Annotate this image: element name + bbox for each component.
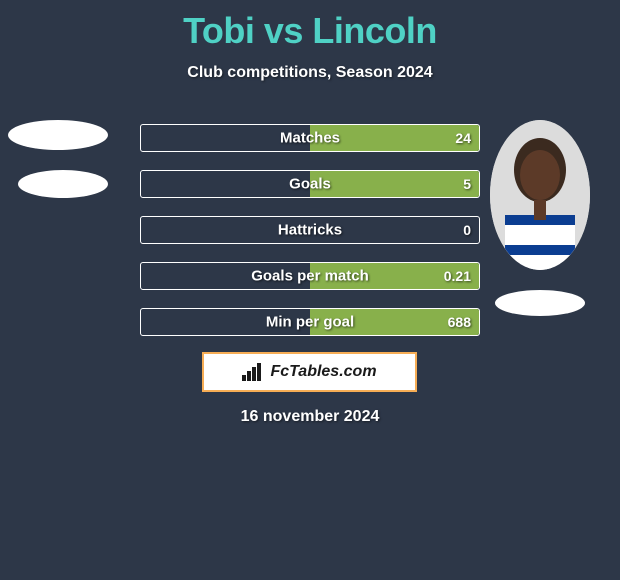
stat-value-right: 688 [448, 314, 471, 330]
brand-label: FcTables.com [270, 363, 376, 381]
stat-row: Hattricks 0 [140, 216, 480, 244]
comparison-subtitle: Club competitions, Season 2024 [0, 64, 620, 82]
stat-label: Matches [280, 130, 340, 147]
stat-row: Min per goal 688 [140, 308, 480, 336]
stat-value-right: 5 [463, 176, 471, 192]
stats-container: Matches 24 Goals 5 Hattricks 0 Goals per… [140, 124, 480, 354]
stat-label: Hattricks [278, 222, 342, 239]
brand-badge: FcTables.com [202, 352, 417, 392]
stat-label: Goals [289, 176, 331, 193]
player-photo-icon [490, 120, 590, 270]
stat-value-right: 0 [463, 222, 471, 238]
comparison-title: Tobi vs Lincoln [0, 0, 620, 52]
stat-value-right: 0.21 [444, 268, 471, 284]
player-right-avatar [490, 120, 590, 316]
avatar-placeholder-icon [18, 170, 108, 198]
stat-label: Goals per match [251, 268, 369, 285]
comparison-date: 16 november 2024 [0, 408, 620, 426]
stat-bar: Matches 24 [140, 124, 480, 152]
player-left-avatar [8, 120, 108, 218]
stat-row: Goals per match 0.21 [140, 262, 480, 290]
stat-bar: Goals per match 0.21 [140, 262, 480, 290]
stat-row: Goals 5 [140, 170, 480, 198]
stat-bar: Min per goal 688 [140, 308, 480, 336]
stat-bar: Goals 5 [140, 170, 480, 198]
avatar-placeholder-icon [8, 120, 108, 150]
stat-value-right: 24 [455, 130, 471, 146]
stat-row: Matches 24 [140, 124, 480, 152]
stat-label: Min per goal [266, 314, 354, 331]
avatar-placeholder-icon [495, 290, 585, 316]
stat-bar: Hattricks 0 [140, 216, 480, 244]
brand-chart-icon [242, 363, 264, 381]
stat-fill-right [310, 171, 479, 197]
